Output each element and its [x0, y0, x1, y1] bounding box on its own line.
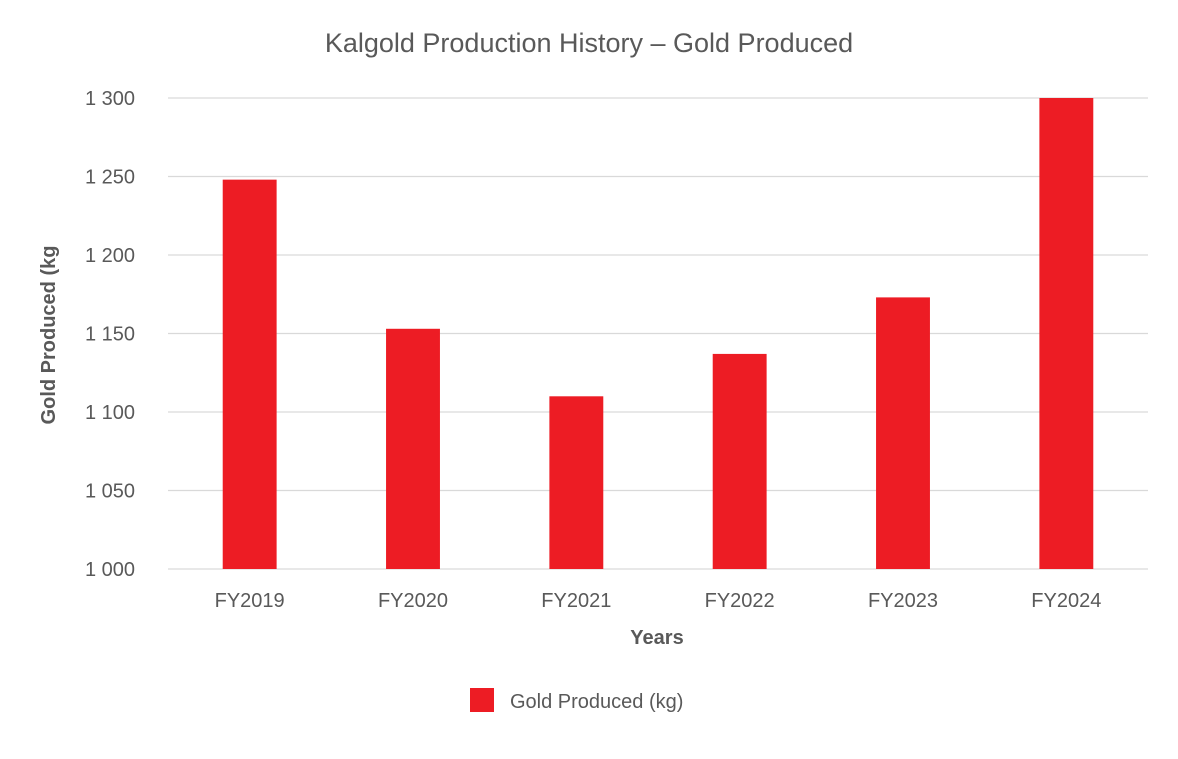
- y-tick-label: 1 200: [85, 245, 135, 267]
- y-tick-label: 1 100: [85, 402, 135, 424]
- x-axis-ticks: FY2019 FY2020 FY2021 FY2022 FY2023 FY2024: [215, 590, 1102, 612]
- legend-label: Gold Produced (kg): [510, 691, 683, 713]
- x-tick-label: FY2019: [215, 590, 285, 612]
- x-tick-label: FY2022: [705, 590, 775, 612]
- y-tick-label: 1 150: [85, 324, 135, 346]
- bar-fy2019: [222, 179, 277, 569]
- bars: [222, 98, 1094, 569]
- y-tick-label: 1 050: [85, 481, 135, 503]
- y-axis-ticks: 1 000 1 050 1 100 1 150 1 200 1 250 1 300: [85, 88, 135, 581]
- y-axis-title: Gold Produced (kg: [38, 246, 60, 425]
- x-axis-title: Years: [630, 627, 683, 649]
- bar-fy2024: [1039, 98, 1094, 569]
- y-tick-label: 1 000: [85, 559, 135, 581]
- x-tick-label: FY2021: [541, 590, 611, 612]
- chart-title: Kalgold Production History – Gold Produc…: [325, 28, 853, 58]
- legend: Gold Produced (kg): [470, 688, 683, 713]
- x-tick-label: FY2020: [378, 590, 448, 612]
- y-tick-label: 1 250: [85, 167, 135, 189]
- gridlines: [168, 97, 1148, 570]
- bar-fy2020: [386, 328, 440, 569]
- bar-fy2022: [712, 353, 767, 569]
- x-tick-label: FY2024: [1031, 590, 1101, 612]
- y-tick-label: 1 300: [85, 88, 135, 110]
- legend-swatch: [470, 688, 494, 712]
- bar-fy2023: [876, 297, 930, 569]
- bar-fy2021: [549, 396, 604, 569]
- x-tick-label: FY2023: [868, 590, 938, 612]
